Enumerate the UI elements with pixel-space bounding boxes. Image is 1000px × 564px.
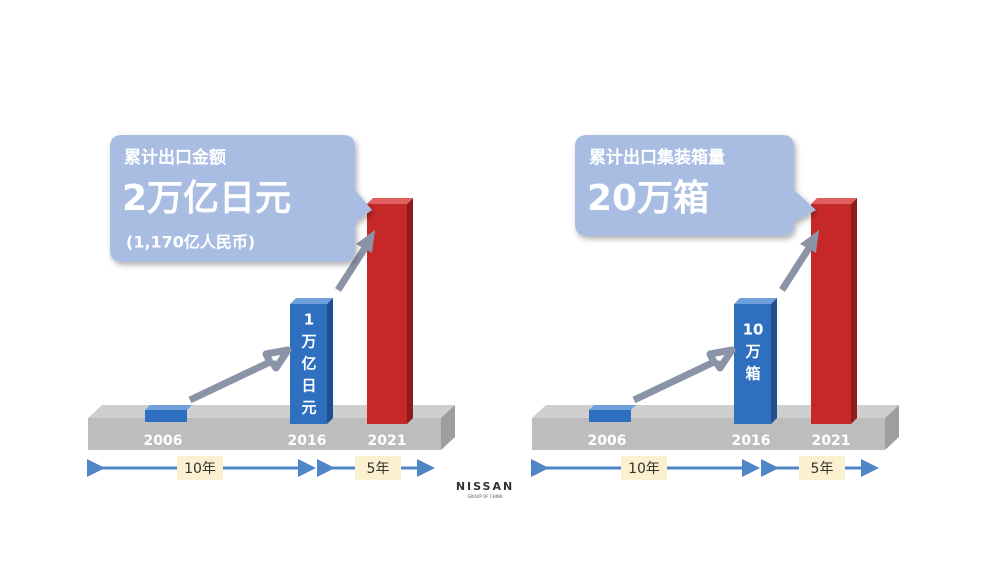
span-label: 10年 xyxy=(184,461,216,477)
span-label: 10年 xyxy=(628,461,660,477)
panel: 10 万箱 2006 2016 2021 10年 5年 累计出口集装箱量 20万箱 xyxy=(531,135,899,480)
span-box xyxy=(177,456,223,480)
growth-arrow xyxy=(188,346,292,404)
growth-arrow xyxy=(632,346,736,404)
callout-title: 累计出口集装箱量 xyxy=(589,147,725,168)
bar-2021-side xyxy=(851,198,857,424)
bar-2016-top xyxy=(290,298,333,304)
bar-label: 箱 xyxy=(745,365,760,383)
bar-label: 日 xyxy=(301,377,316,395)
growth-arrow xyxy=(779,246,812,292)
bar-2016-top xyxy=(734,298,777,304)
bar-2016 xyxy=(290,304,327,424)
bar-2021 xyxy=(367,204,407,424)
bar-label: 亿 xyxy=(301,355,316,373)
bar-2016-side xyxy=(771,298,777,424)
year-label: 2021 xyxy=(812,433,851,449)
logo-sub: GROUP OF CHINA xyxy=(467,494,502,499)
span-box xyxy=(355,456,401,480)
year-label: 2006 xyxy=(144,433,183,449)
bar-2016 xyxy=(734,304,771,424)
bar-label: 万 xyxy=(744,343,760,361)
bar-label: 1 xyxy=(304,311,314,329)
span-label: 5年 xyxy=(811,461,834,477)
bar-2006 xyxy=(589,410,631,422)
bar-2006 xyxy=(145,410,187,422)
callout xyxy=(575,135,816,236)
platform-side xyxy=(441,405,455,450)
year-label: 2016 xyxy=(288,433,327,449)
callout-note: (1,170亿人民币) xyxy=(126,233,255,252)
year-label: 2021 xyxy=(368,433,407,449)
bar-label: 10 xyxy=(743,321,764,339)
callout-value: 2万亿日元 xyxy=(122,178,291,219)
bar-label: 元 xyxy=(301,399,316,417)
bar-2021-top xyxy=(811,198,857,204)
year-label: 2016 xyxy=(732,433,771,449)
callout xyxy=(110,135,372,262)
bar-2021-side xyxy=(407,198,413,424)
span-box xyxy=(621,456,667,480)
bar-label: 万 xyxy=(300,333,316,351)
span-label: 5年 xyxy=(367,461,390,477)
bar-2016-side xyxy=(327,298,333,424)
span-box xyxy=(799,456,845,480)
logo-name: NISSAN xyxy=(456,480,514,493)
bar-2006-top xyxy=(589,405,636,410)
growth-arrow-head xyxy=(356,230,375,253)
growth-arrow-head xyxy=(800,230,819,253)
bar-2021 xyxy=(811,204,851,424)
growth-arrow xyxy=(335,246,368,292)
bar-2006-top xyxy=(145,405,192,410)
callout-value: 20万箱 xyxy=(587,178,709,219)
panel: 1 万亿日元 2006 2016 2021 10年 5年 累计出口金额 2万亿日元 (1,170亿… xyxy=(87,135,455,480)
callout-title: 累计出口金额 xyxy=(124,147,226,168)
bar-2021-top xyxy=(367,198,413,204)
platform-side xyxy=(885,405,899,450)
year-label: 2006 xyxy=(588,433,627,449)
